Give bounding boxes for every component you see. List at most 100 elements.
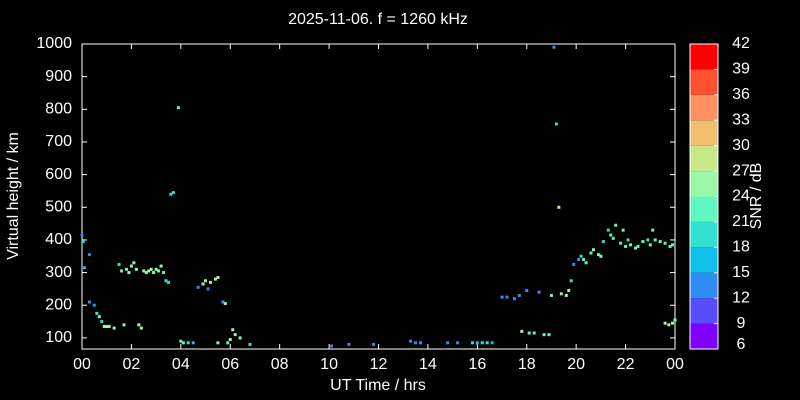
y-axis-label: Virtual height / km [5, 132, 22, 260]
x-tick-label: 14 [419, 356, 437, 373]
x-tick-label: 12 [370, 356, 388, 373]
colorbar-segment [690, 145, 718, 172]
data-point [547, 333, 551, 337]
data-point [330, 344, 334, 348]
data-point [651, 228, 655, 232]
data-point [226, 341, 230, 345]
y-tick-label: 300 [45, 264, 72, 281]
data-point [347, 342, 351, 346]
data-point [658, 240, 662, 244]
data-point [673, 318, 677, 322]
data-point [162, 271, 166, 275]
data-point [134, 267, 138, 271]
data-point [132, 261, 136, 265]
data-point [532, 331, 536, 335]
data-point [196, 285, 200, 289]
data-point [601, 240, 605, 244]
data-point [646, 238, 650, 242]
data-point [129, 264, 133, 268]
data-point [169, 192, 173, 196]
data-point [122, 323, 126, 327]
data-point [216, 341, 220, 345]
data-point [599, 254, 603, 258]
data-point [624, 244, 628, 248]
data-point [95, 311, 99, 315]
colorbar-segment [690, 69, 718, 95]
data-point [409, 339, 413, 343]
data-point [582, 258, 586, 262]
data-point [92, 303, 96, 307]
data-point [201, 282, 205, 286]
colorbar-tick-label: 42 [732, 35, 750, 52]
data-point [505, 295, 509, 299]
data-point [611, 236, 615, 240]
data-point [139, 326, 143, 330]
data-point [537, 290, 541, 294]
data-point [512, 297, 516, 301]
data-point [589, 251, 593, 255]
data-point [117, 262, 121, 266]
colorbar-segment [690, 120, 718, 146]
data-point [554, 122, 558, 126]
data-point [97, 315, 101, 319]
data-point [633, 246, 637, 250]
data-point [206, 287, 210, 291]
y-tick-label: 900 [45, 68, 72, 85]
data-point [233, 333, 237, 337]
x-tick-label: 20 [567, 356, 585, 373]
data-point [372, 342, 376, 346]
data-point [500, 295, 504, 299]
data-point [619, 241, 623, 245]
data-point [559, 292, 563, 296]
colorbar-tick-label: 12 [732, 289, 750, 306]
colorbar-segment [690, 44, 718, 70]
data-point [648, 243, 652, 247]
colorbar-tick-label: 6 [737, 336, 746, 353]
data-point [557, 205, 561, 209]
colorbar-segment [690, 221, 718, 248]
colorbar-tick-label: 36 [732, 86, 750, 103]
data-point [81, 240, 85, 244]
x-tick-label: 18 [518, 356, 536, 373]
data-point [80, 233, 84, 237]
data-point [564, 293, 568, 297]
colorbar-tick-label: 27 [732, 162, 750, 179]
data-point [112, 326, 116, 330]
data-point [475, 341, 479, 345]
data-point [213, 277, 217, 281]
data-point [124, 267, 128, 271]
data-point [159, 264, 163, 268]
data-point [525, 289, 529, 293]
colorbar-tick-label: 9 [737, 315, 746, 332]
data-point [527, 331, 531, 335]
data-point [671, 321, 675, 325]
x-tick-label: 00 [73, 356, 91, 373]
x-tick-label: 06 [221, 356, 239, 373]
data-point [181, 341, 185, 345]
colorbar-segment [690, 272, 718, 299]
y-tick-label: 800 [45, 101, 72, 118]
data-point [166, 280, 170, 284]
colorbar-tick-label: 30 [732, 137, 750, 154]
data-point [629, 243, 633, 247]
data-point [572, 262, 576, 266]
data-point [157, 269, 161, 273]
data-point [171, 191, 175, 195]
data-point [517, 293, 521, 297]
colorbar-segment [690, 196, 718, 222]
x-axis-label: UT Time / hrs [330, 377, 426, 394]
data-point [671, 243, 675, 247]
data-point [456, 341, 460, 345]
data-point [87, 253, 91, 257]
data-point [636, 244, 640, 248]
colorbar-tick-label: 24 [732, 188, 750, 205]
colorbar-label: SNR / dB [748, 163, 765, 230]
data-point [149, 267, 153, 271]
data-point [82, 266, 86, 270]
x-tick-label: 00 [666, 356, 684, 373]
data-point [490, 341, 494, 345]
data-point [549, 293, 553, 297]
data-point [668, 244, 672, 248]
data-point [216, 275, 220, 279]
